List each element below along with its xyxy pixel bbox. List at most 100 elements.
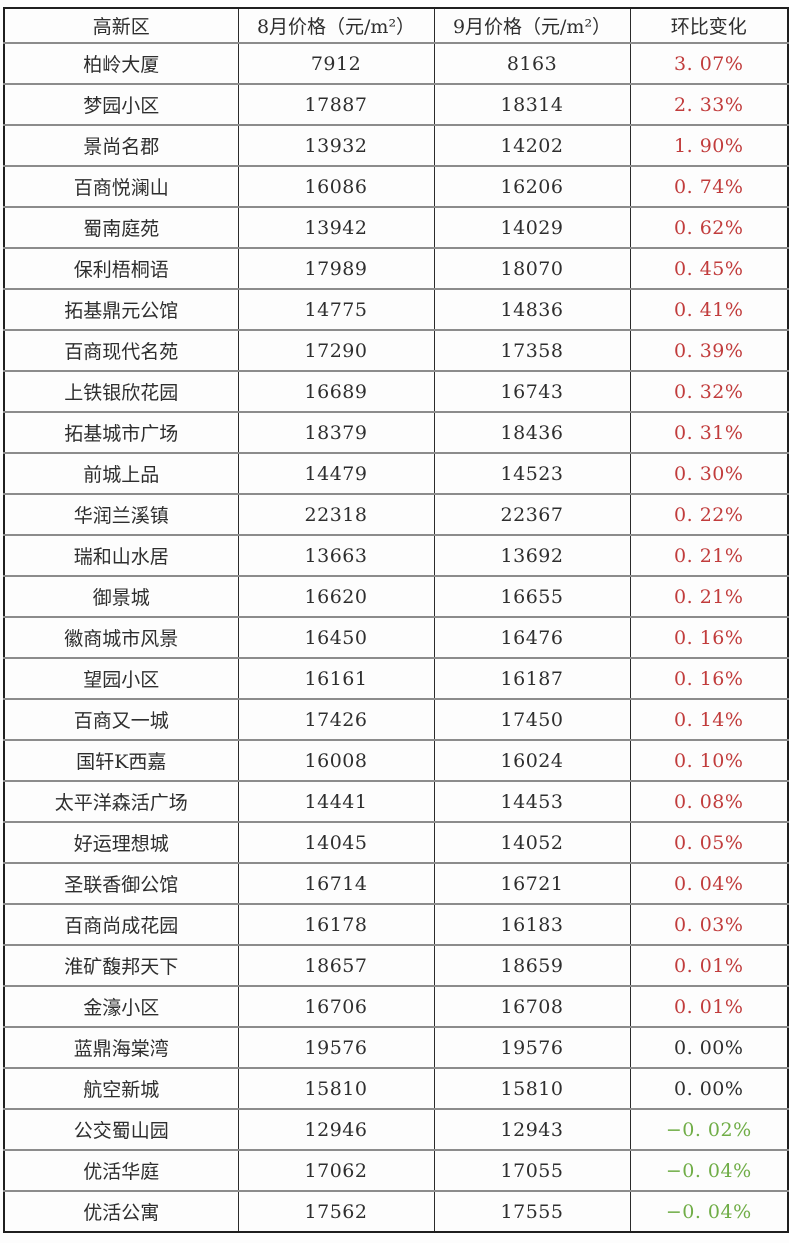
table-body: 柏岭大厦 7912 8163 3. 07% 梦园小区 17887 18314 2. 33% 景尚… xyxy=(4,42,788,1232)
cell-aug-price: 14479 xyxy=(237,452,434,494)
cell-sep-price: 16708 xyxy=(433,985,630,1027)
cell-mom-change: 3. 07% xyxy=(629,42,788,84)
cell-community-name: 百商现代名苑 xyxy=(4,329,238,371)
cell-mom-change: 0. 10% xyxy=(629,739,788,781)
table-row: 徽商城市风景 16450 16476 0. 16% xyxy=(4,616,788,658)
cell-community-name: 优活华庭 xyxy=(4,1149,238,1191)
cell-community-name: 百商悦澜山 xyxy=(4,165,238,207)
cell-aug-price: 19576 xyxy=(237,1026,434,1068)
cell-mom-change: 0. 05% xyxy=(629,821,788,863)
cell-aug-price: 22318 xyxy=(237,493,434,535)
table-row: 优活公寓 17562 17555 −0. 04% xyxy=(4,1190,788,1232)
cell-sep-price: 16476 xyxy=(433,616,630,658)
cell-aug-price: 18657 xyxy=(237,944,434,986)
cell-mom-change: 0. 16% xyxy=(629,657,788,699)
cell-sep-price: 22367 xyxy=(433,493,630,535)
cell-community-name: 拓基城市广场 xyxy=(4,411,238,453)
table-row: 太平洋森活广场 14441 14453 0. 08% xyxy=(4,780,788,822)
cell-mom-change: 0. 01% xyxy=(629,944,788,986)
table-row: 淮矿馥邦天下 18657 18659 0. 01% xyxy=(4,944,788,986)
cell-sep-price: 14523 xyxy=(433,452,630,494)
cell-mom-change: 0. 21% xyxy=(629,534,788,576)
cell-aug-price: 16086 xyxy=(237,165,434,207)
table-row: 御景城 16620 16655 0. 21% xyxy=(4,575,788,617)
cell-mom-change: 0. 45% xyxy=(629,247,788,289)
cell-sep-price: 16721 xyxy=(433,862,630,904)
cell-aug-price: 17989 xyxy=(237,247,434,289)
cell-mom-change: 0. 62% xyxy=(629,206,788,248)
cell-aug-price: 13663 xyxy=(237,534,434,576)
cell-aug-price: 13942 xyxy=(237,206,434,248)
cell-community-name: 瑞和山水居 xyxy=(4,534,238,576)
cell-aug-price: 17062 xyxy=(237,1149,434,1191)
table-row: 蓝鼎海棠湾 19576 19576 0. 00% xyxy=(4,1026,788,1068)
table-row: 圣联香御公馆 16714 16721 0. 04% xyxy=(4,862,788,904)
cell-sep-price: 16024 xyxy=(433,739,630,781)
cell-mom-change: 2. 33% xyxy=(629,83,788,125)
cell-aug-price: 16450 xyxy=(237,616,434,658)
table-row: 好运理想城 14045 14052 0. 05% xyxy=(4,821,788,863)
table-row: 百商现代名苑 17290 17358 0. 39% xyxy=(4,329,788,371)
cell-sep-price: 19576 xyxy=(433,1026,630,1068)
table-row: 华润兰溪镇 22318 22367 0. 22% xyxy=(4,493,788,535)
cell-community-name: 柏岭大厦 xyxy=(4,42,238,84)
cell-mom-change: 0. 22% xyxy=(629,493,788,535)
cell-aug-price: 12946 xyxy=(237,1108,434,1150)
cell-sep-price: 18436 xyxy=(433,411,630,453)
cell-aug-price: 17426 xyxy=(237,698,434,740)
cell-community-name: 蓝鼎海棠湾 xyxy=(4,1026,238,1068)
table-row: 拓基鼎元公馆 14775 14836 0. 41% xyxy=(4,288,788,330)
cell-aug-price: 13932 xyxy=(237,124,434,166)
cell-mom-change: 0. 31% xyxy=(629,411,788,453)
cell-sep-price: 18659 xyxy=(433,944,630,986)
cell-community-name: 金濠小区 xyxy=(4,985,238,1027)
cell-mom-change: 0. 00% xyxy=(629,1067,788,1109)
cell-mom-change: 0. 14% xyxy=(629,698,788,740)
cell-community-name: 国轩K西嘉 xyxy=(4,739,238,781)
cell-sep-price: 14029 xyxy=(433,206,630,248)
cell-aug-price: 14441 xyxy=(237,780,434,822)
cell-aug-price: 18379 xyxy=(237,411,434,453)
cell-sep-price: 12943 xyxy=(433,1108,630,1150)
cell-community-name: 御景城 xyxy=(4,575,238,617)
cell-aug-price: 7912 xyxy=(237,42,434,84)
table-row: 瑞和山水居 13663 13692 0. 21% xyxy=(4,534,788,576)
table-row: 景尚名郡 13932 14202 1. 90% xyxy=(4,124,788,166)
header-aug-price: 8月价格（元/m²） xyxy=(237,8,434,43)
cell-community-name: 拓基鼎元公馆 xyxy=(4,288,238,330)
cell-mom-change: −0. 04% xyxy=(629,1149,788,1191)
cell-sep-price: 17358 xyxy=(433,329,630,371)
cell-sep-price: 16183 xyxy=(433,903,630,945)
table-row: 柏岭大厦 7912 8163 3. 07% xyxy=(4,42,788,84)
header-sep-price: 9月价格（元/m²） xyxy=(433,8,630,43)
table-row: 优活华庭 17062 17055 −0. 04% xyxy=(4,1149,788,1191)
table-row: 公交蜀山园 12946 12943 −0. 02% xyxy=(4,1108,788,1150)
cell-sep-price: 16743 xyxy=(433,370,630,412)
cell-sep-price: 15810 xyxy=(433,1067,630,1109)
table-row: 国轩K西嘉 16008 16024 0. 10% xyxy=(4,739,788,781)
table-row: 前城上品 14479 14523 0. 30% xyxy=(4,452,788,494)
cell-sep-price: 17450 xyxy=(433,698,630,740)
table-row: 保利梧桐语 17989 18070 0. 45% xyxy=(4,247,788,289)
cell-sep-price: 14052 xyxy=(433,821,630,863)
cell-community-name: 优活公寓 xyxy=(4,1190,238,1232)
cell-community-name: 上铁银欣花园 xyxy=(4,370,238,412)
header-district: 高新区 xyxy=(92,16,150,38)
table-row: 航空新城 15810 15810 0. 00% xyxy=(4,1067,788,1109)
cell-sep-price: 18314 xyxy=(433,83,630,125)
cell-community-name: 百商又一城 xyxy=(4,698,238,740)
cell-aug-price: 17887 xyxy=(237,83,434,125)
cell-sep-price: 8163 xyxy=(433,42,630,84)
cell-community-name: 景尚名郡 xyxy=(4,124,238,166)
table-row: 梦园小区 17887 18314 2. 33% xyxy=(4,83,788,125)
cell-mom-change: 0. 74% xyxy=(629,165,788,207)
cell-community-name: 蜀南庭苑 xyxy=(4,206,238,248)
table-row: 望园小区 16161 16187 0. 16% xyxy=(4,657,788,699)
cell-sep-price: 16655 xyxy=(433,575,630,617)
table-header: 高新区 8月价格（元/m²） 9月价格（元/m²） 环比变化 xyxy=(4,8,788,43)
table-row: 百商尚成花园 16178 16183 0. 03% xyxy=(4,903,788,945)
cell-sep-price: 18070 xyxy=(433,247,630,289)
cell-sep-price: 14453 xyxy=(433,780,630,822)
cell-community-name: 圣联香御公馆 xyxy=(4,862,238,904)
